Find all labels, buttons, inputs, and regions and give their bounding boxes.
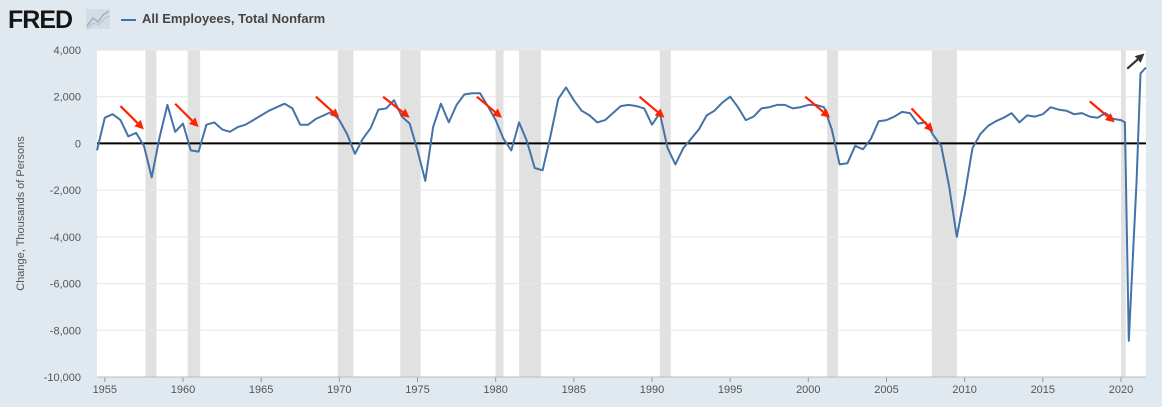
arrow-head [134,119,144,130]
x-tick-label: 1980 [483,384,507,396]
y-tick-label: -4,000 [50,232,81,244]
y-tick-label: -10,000 [44,372,81,384]
x-tick-label: 1985 [562,384,586,396]
x-axis-ticks: 1955 1960 1965 1970 1975 1980 1985 1990 1995 2000… [93,376,1146,396]
arrow-head [399,108,410,118]
arrow-head [923,122,934,132]
y-tick-label: 0 [75,138,81,150]
recession-bands [145,50,1126,377]
series-line [96,66,1147,342]
red-arrow [1089,100,1115,123]
red-arrow [119,105,144,130]
x-tick-label: 2015 [1031,384,1055,396]
arrow-shaft [476,95,496,113]
x-tick-label: 1955 [93,384,117,396]
recession-band [827,50,839,377]
arrow-shaft [382,95,404,114]
recession-band [519,50,541,377]
y-axis-ticks: 4,000 2,000 0 -2,000 -4,000 -6,000 -8,000 -10,0… [44,45,81,384]
red-arrow [174,102,199,128]
red-arrow [382,95,410,118]
arrow-head [820,108,831,118]
arrow-shaft [638,95,659,113]
dark-arrow [1126,53,1145,70]
y-axis-label: Change, Thousands of Persons [15,136,27,291]
arrow-shaft [119,105,139,124]
arrow-head [654,108,665,118]
recession-band [187,50,201,377]
x-tick-label: 2020 [1109,384,1133,396]
legend-swatch [121,19,136,21]
recession-band [1120,50,1126,377]
x-tick-label: 2005 [874,384,898,396]
arrow-shaft [1126,58,1139,70]
x-tick-label: 1960 [171,384,195,396]
annotation-arrows [119,53,1145,132]
y-tick-label: -2,000 [50,185,81,197]
arrow-shaft [910,107,929,126]
legend-series-label[interactable]: All Employees, Total Nonfarm [142,11,326,26]
fred-logo[interactable]: FRED [8,6,73,34]
arrow-head [329,108,340,118]
recession-band [145,50,157,377]
y-tick-label: 4,000 [53,45,81,57]
x-tick-label: 2010 [952,384,976,396]
x-tick-label: 2000 [796,384,820,396]
chart-header: FRED All Employees, Total Nonfarm [0,0,1162,40]
arrow-shaft [1089,100,1109,118]
trend-chart-icon [86,9,110,29]
arrow-head [492,108,502,118]
recession-band [659,50,671,377]
x-tick-label: 1995 [718,384,742,396]
red-arrow [910,107,934,132]
arrow-head [1104,113,1115,123]
recession-band [337,50,354,377]
y-tick-label: -8,000 [50,325,81,337]
red-arrow [476,95,502,118]
red-arrow [638,95,665,118]
arrow-shaft [174,102,194,122]
arrow-shaft [804,95,825,113]
plot-area [97,50,1146,377]
y-tick-label: 2,000 [53,92,81,104]
x-tick-label: 1965 [249,384,273,396]
arrow-head [1134,53,1145,63]
recession-band [400,50,421,377]
recession-band [495,50,504,377]
arrow-head [189,117,199,128]
x-tick-label: 1970 [327,384,351,396]
x-tick-label: 1975 [405,384,429,396]
series-group [96,66,1147,342]
red-arrow [804,95,831,118]
arrow-shaft [315,95,334,113]
y-tick-label: -6,000 [50,279,81,291]
x-tick-label: 1990 [640,384,664,396]
red-arrow [315,95,340,118]
